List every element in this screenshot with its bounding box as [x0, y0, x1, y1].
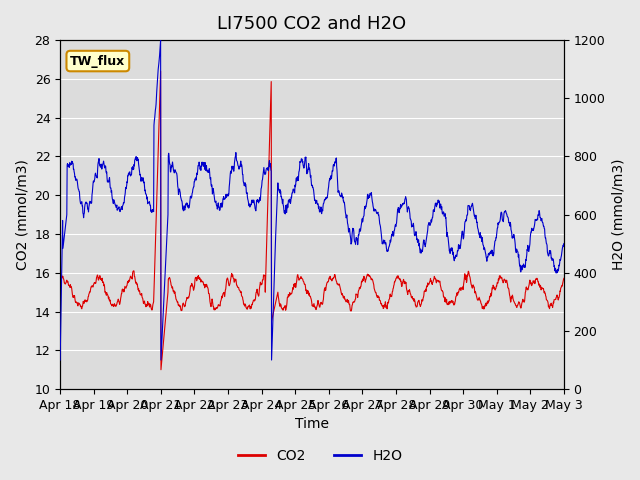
Title: LI7500 CO2 and H2O: LI7500 CO2 and H2O: [218, 15, 406, 33]
Text: TW_flux: TW_flux: [70, 55, 125, 68]
X-axis label: Time: Time: [295, 418, 329, 432]
Y-axis label: H2O (mmol/m3): H2O (mmol/m3): [611, 159, 625, 270]
Y-axis label: CO2 (mmol/m3): CO2 (mmol/m3): [15, 159, 29, 270]
Legend: CO2, H2O: CO2, H2O: [232, 443, 408, 468]
